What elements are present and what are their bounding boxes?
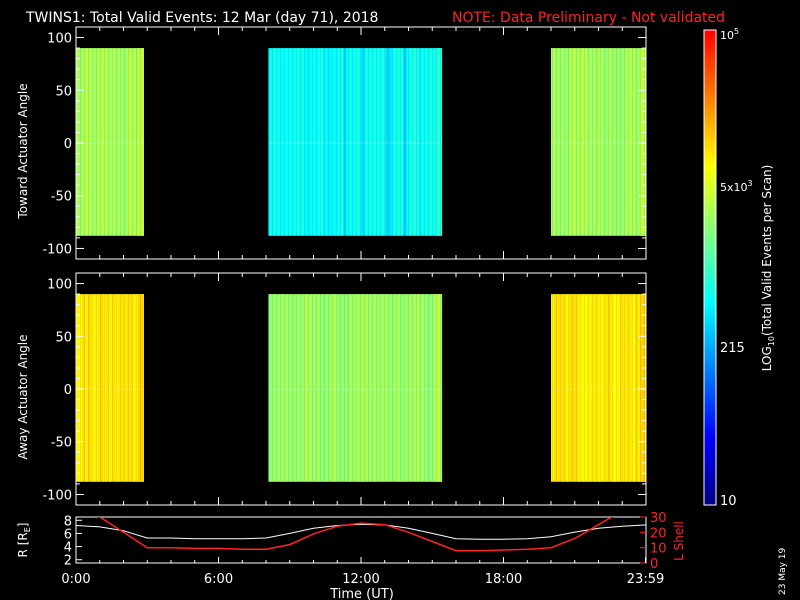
- data-block-away-0: [76, 294, 144, 482]
- ytick-label: 100: [47, 278, 72, 293]
- ytick-left-label: 6: [64, 527, 72, 542]
- streak-overlay: [268, 48, 442, 236]
- colorbar-label-sub: 10: [767, 336, 776, 346]
- ytick-label: 0: [64, 383, 72, 398]
- colorbar-tick-215: 215: [720, 341, 745, 356]
- radius-line: [76, 523, 646, 540]
- ytick-label: 50: [55, 330, 72, 345]
- ytick-left-label: 4: [64, 541, 72, 556]
- xtick-label: 18:00: [485, 572, 522, 587]
- data-block-away-1: [268, 294, 443, 482]
- xtick-label: 12:00: [342, 572, 379, 587]
- ylabel-toward: Toward Actuator Angle: [16, 83, 30, 219]
- ylabel-r-main: R [R: [16, 532, 30, 557]
- xlabel-time: Time (UT): [329, 587, 394, 600]
- ytick-label: -100: [42, 242, 72, 257]
- heatmap-panel-away: 100 50 0 -50 -100: [42, 272, 647, 506]
- streak-overlay: [551, 294, 646, 482]
- ytick-right-label: 0: [650, 557, 658, 572]
- ytick-label: -50: [51, 190, 72, 205]
- ytick-right-label: 10: [650, 542, 667, 557]
- data-block-away-2: [551, 294, 647, 482]
- colorbar-tick-5k: 5x103: [720, 179, 753, 194]
- colorbar-tick-5k-exp: 3: [748, 179, 753, 188]
- colorbar-tick-10: 10: [720, 494, 737, 509]
- colorbar-label-main: LOG: [760, 346, 774, 371]
- date-stamp: 23 May 19: [778, 547, 788, 595]
- ytick-right-label: 30: [650, 511, 667, 526]
- colorbar-tick-5k-base: 5x10: [720, 181, 748, 194]
- preliminary-note: NOTE: Data Preliminary - Not validated: [452, 10, 725, 26]
- data-block-toward-0: [76, 48, 144, 236]
- ylabel-lshell: L Shell: [672, 521, 686, 561]
- ylabel-r-end: ]: [16, 523, 30, 528]
- heatmap-panel-toward: 100 50 0 -50 -100: [42, 26, 647, 260]
- streak-overlay: [551, 48, 646, 236]
- xtick-label: 6:00: [204, 572, 233, 587]
- streak-overlay: [76, 294, 144, 482]
- ytick-right-label: 20: [650, 526, 667, 541]
- colorbar-label: LOG10(Total Valid Events per Scan): [760, 165, 776, 372]
- ytick-label: 100: [47, 32, 72, 47]
- data-block-toward-1: [268, 48, 443, 236]
- ytick-label: -100: [42, 488, 72, 503]
- ylabel-r: R [RE]: [16, 523, 32, 558]
- colorbar: [703, 29, 717, 506]
- data-block-toward-2: [551, 48, 647, 236]
- figure-title: TWINS1: Total Valid Events: 12 Mar (day …: [25, 10, 378, 26]
- streak-overlay: [268, 294, 442, 482]
- ytick-left-label: 8: [64, 514, 72, 529]
- colorbar-tick-top-base: 10: [720, 29, 734, 42]
- ytick-left-label: 2: [64, 554, 72, 569]
- ylabel-r-sub: E: [23, 527, 32, 532]
- streak-overlay: [76, 48, 144, 236]
- colorbar-tick-top: 105: [720, 27, 739, 42]
- xtick-label: 0:00: [61, 572, 90, 587]
- ytick-label: -50: [51, 436, 72, 451]
- ytick-label: 50: [55, 84, 72, 99]
- colorbar-tick-top-exp: 5: [734, 27, 739, 36]
- ytick-label: 0: [64, 137, 72, 152]
- xtick-label: 23:59: [627, 572, 664, 587]
- ylabel-away: Away Actuator Angle: [16, 334, 30, 459]
- colorbar-label-rest: (Total Valid Events per Scan): [760, 165, 774, 336]
- lshell-line: [96, 517, 614, 552]
